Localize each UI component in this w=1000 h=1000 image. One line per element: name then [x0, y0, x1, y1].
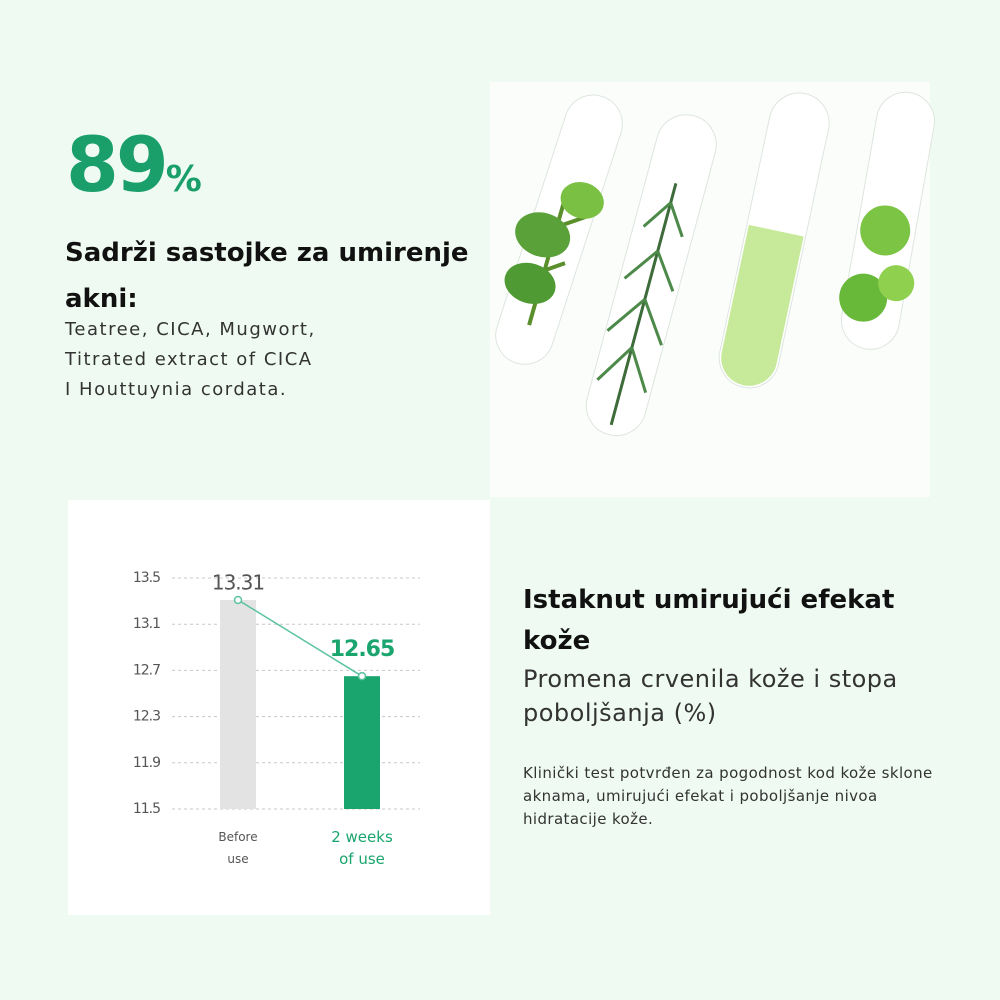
section-subtitle: Promena crvenila kože i stopa poboljšanj…: [523, 665, 898, 727]
value-label: 12.65: [330, 637, 395, 662]
value-label: 13.31: [212, 570, 264, 594]
bar: [344, 676, 380, 809]
point: [233, 595, 243, 605]
headline: 89%: [66, 120, 202, 209]
chart-card: [68, 500, 490, 915]
trend-line: [237, 599, 363, 677]
headline-number: 89: [66, 120, 169, 209]
y-tick-label: 13.5: [133, 570, 160, 586]
x-tick-label: 2 weeks of use: [331, 828, 393, 868]
ingredients: Teatree, CICA, Mugwort, Titrated extract…: [65, 315, 316, 405]
ingredient-line: Teatree, CICA, Mugwort,: [65, 319, 316, 340]
point: [357, 671, 367, 681]
bar: [220, 599, 256, 809]
y-tick-label: 11.9: [133, 755, 160, 771]
ingredient-line: Titrated extract of CICA: [65, 349, 313, 370]
test-tubes-illustration: [495, 91, 935, 437]
chart: 11.5 11.9 12.3 12.7 13.1 13.5 13.31 12.65: [133, 570, 420, 817]
section-description: Klinički test potvrđen za pogodnost kod …: [523, 764, 933, 828]
y-tick-label: 11.5: [133, 801, 160, 817]
title: Sadrži sastojke za umirenje akni:: [65, 238, 469, 314]
y-tick-label: 12.7: [133, 662, 160, 678]
headline-unit: %: [165, 159, 202, 200]
y-tick-label: 12.3: [133, 709, 160, 725]
y-tick-label: 13.1: [133, 616, 160, 632]
x-tick-label: Before use: [218, 830, 258, 866]
ingredient-line: I Houttuynia cordata.: [65, 379, 288, 400]
section-title: Istaknut umirujući efekat kože: [523, 585, 895, 656]
